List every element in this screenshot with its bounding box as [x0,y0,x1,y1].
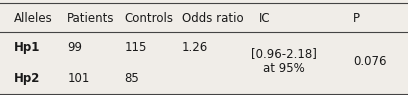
Text: 0.076: 0.076 [353,55,386,68]
Text: IC: IC [259,13,271,25]
Text: Odds ratio: Odds ratio [182,13,243,25]
Text: 101: 101 [67,72,90,85]
Text: [0.96-2.18]
at 95%: [0.96-2.18] at 95% [251,47,317,75]
Text: 115: 115 [124,41,147,54]
Text: Hp2: Hp2 [14,72,41,85]
Text: 99: 99 [67,41,82,54]
Text: Patients: Patients [67,13,115,25]
Text: 1.26: 1.26 [182,41,208,54]
Text: Alleles: Alleles [14,13,53,25]
Text: 85: 85 [124,72,139,85]
Text: Hp1: Hp1 [14,41,41,54]
Text: P: P [353,13,360,25]
Text: Controls: Controls [124,13,173,25]
